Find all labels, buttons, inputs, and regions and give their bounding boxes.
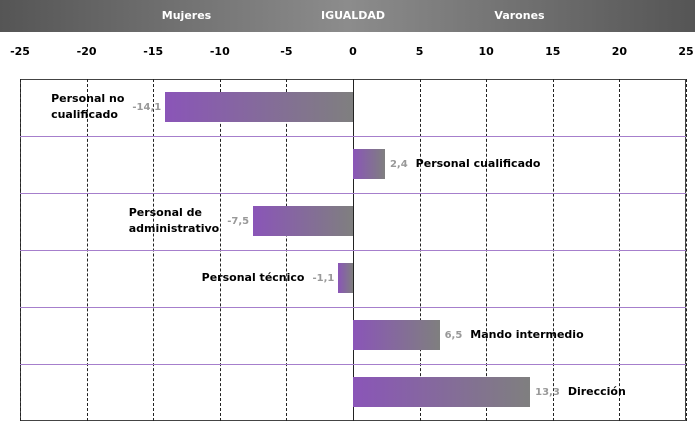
row-separator — [20, 136, 686, 137]
x-tick-label: 20 — [611, 45, 628, 58]
bar — [253, 206, 353, 236]
category-label: Personal técnico — [201, 271, 305, 284]
value-label: -7,5 — [227, 215, 250, 227]
category-label: Personal cualificado — [415, 157, 541, 170]
label-group: 6,5 Mando intermedio — [445, 320, 584, 350]
row-separator — [20, 364, 686, 365]
header-label: Varones — [494, 9, 545, 22]
label-group: Personal no cualificado -14,1 — [51, 92, 161, 122]
row-separator — [20, 193, 686, 194]
header-label: Mujeres — [161, 9, 212, 22]
x-tick-label: -15 — [143, 45, 164, 58]
category-label: Personal no cualificado — [51, 92, 125, 121]
row-separator — [20, 250, 686, 251]
label-group: Personal de administrativo -7,5 — [129, 206, 249, 236]
category-label: Mando intermedio — [470, 328, 584, 341]
value-label: -14,1 — [132, 101, 162, 113]
x-tick-label: -10 — [209, 45, 230, 58]
grid-line — [686, 79, 687, 421]
header-bar — [0, 0, 695, 32]
x-tick-label: -5 — [280, 45, 293, 58]
category-label: Dirección — [567, 385, 626, 398]
header-label: IGUALDAD — [320, 9, 386, 22]
category-label: Personal de administrativo — [128, 206, 220, 235]
label-group: 2,4 Personal cualificado — [390, 149, 540, 179]
value-label: 13,3 — [535, 386, 560, 398]
value-label: 2,4 — [389, 158, 408, 170]
x-tick-label: 25 — [678, 45, 694, 58]
x-tick-label: 15 — [545, 45, 561, 58]
value-label: -1,1 — [312, 272, 335, 284]
x-tick-label: 5 — [415, 45, 424, 58]
bar — [165, 92, 353, 122]
bar — [353, 377, 531, 407]
x-tick-label: -20 — [76, 45, 97, 58]
x-tick-label: 0 — [349, 45, 357, 58]
bar — [353, 149, 385, 179]
x-tick-label: 10 — [478, 45, 494, 58]
row-separator — [20, 307, 686, 308]
label-group: Personal técnico -1,1 — [202, 263, 335, 293]
label-group: 13,3 Dirección — [535, 377, 626, 407]
x-tick-label: -25 — [10, 45, 30, 58]
bar — [353, 320, 440, 350]
value-label: 6,5 — [444, 329, 463, 341]
bar — [338, 263, 353, 293]
